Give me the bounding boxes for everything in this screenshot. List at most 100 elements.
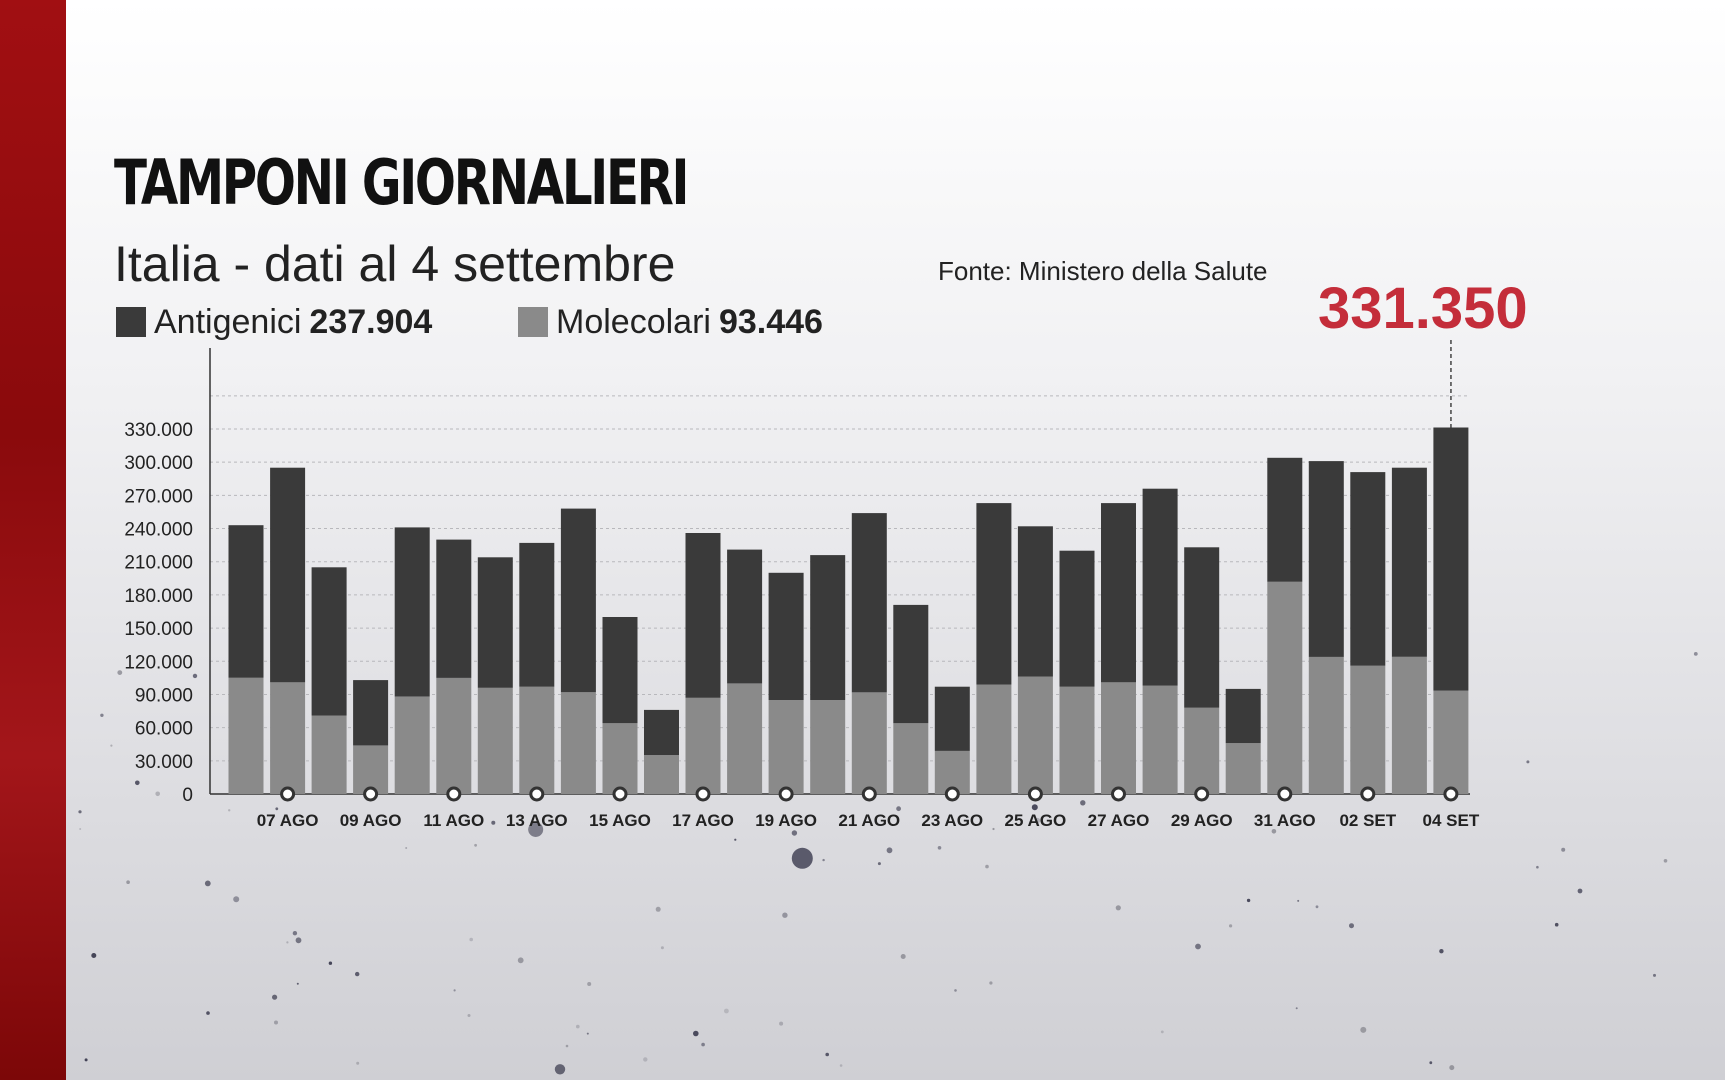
- legend-value-molecolari: 93.446: [718, 302, 823, 341]
- bar-antigenici: [436, 539, 472, 678]
- bar-molecolari: [1433, 690, 1469, 794]
- decor-dot: [1115, 905, 1121, 911]
- decor-dot: [78, 810, 82, 814]
- x-tick-label: 29 AGO: [1171, 811, 1233, 830]
- legend-item-antigenici: Antigenici 237.904: [116, 302, 432, 342]
- bar-molecolari: [1308, 656, 1344, 794]
- decor-dot: [1554, 922, 1559, 927]
- x-tick-label: 15 AGO: [589, 811, 651, 830]
- decor-dot: [779, 1021, 784, 1026]
- decor-dot: [1526, 760, 1530, 764]
- bar-antigenici: [1308, 461, 1344, 657]
- bar-molecolari: [311, 715, 347, 794]
- decor-dot: [292, 931, 298, 936]
- decor-dot: [1663, 859, 1668, 863]
- decor-dot: [117, 670, 123, 675]
- x-tick-label: 17 AGO: [672, 811, 734, 830]
- decor-dot: [1297, 899, 1300, 902]
- bar-antigenici: [768, 572, 804, 700]
- y-tick-label: 30.000: [135, 752, 193, 773]
- decor-dot: [701, 1042, 705, 1047]
- bar-antigenici: [1225, 688, 1261, 744]
- decor-dot: [1449, 1065, 1455, 1071]
- decor-dot: [985, 864, 989, 869]
- decor-dot: [992, 827, 995, 831]
- x-tick-label: 11 AGO: [423, 811, 484, 830]
- decor-dot: [206, 1011, 210, 1015]
- decor-dot: [587, 982, 592, 986]
- bar-antigenici: [1433, 427, 1469, 691]
- decor-dot: [467, 1014, 471, 1017]
- bar-molecolari: [1017, 676, 1053, 794]
- x-tick-marker: [861, 786, 877, 802]
- bar-antigenici: [519, 542, 555, 687]
- bar-molecolari: [1059, 686, 1095, 794]
- decor-dot: [839, 1064, 843, 1067]
- decor-dot: [126, 880, 130, 884]
- bar-molecolari: [602, 723, 638, 794]
- bar-antigenici: [851, 513, 887, 693]
- decor-dot: [655, 906, 661, 912]
- x-tick-label: 31 AGO: [1254, 811, 1316, 830]
- decor-dot: [135, 780, 140, 786]
- bar-molecolari: [228, 677, 264, 794]
- background-dots: [78, 652, 1698, 1075]
- x-tick-marker: [778, 786, 794, 802]
- bar-molecolari: [1391, 656, 1427, 794]
- bar-molecolari: [477, 687, 513, 794]
- y-tick-label: 90.000: [135, 685, 193, 706]
- decor-dot: [1349, 923, 1354, 929]
- legend-value-antigenici: 237.904: [309, 302, 433, 341]
- decor-dot: [1429, 1061, 1433, 1065]
- y-tick-label: 330.000: [124, 420, 193, 441]
- y-tick-label: 180.000: [124, 586, 193, 607]
- decor-dot: [110, 744, 113, 747]
- decor-dot: [100, 713, 104, 717]
- decor-dot: [1246, 898, 1251, 903]
- y-tick-label: 60.000: [135, 719, 193, 740]
- bar-antigenici: [394, 527, 430, 697]
- legend-label-molecolari: Molecolari: [556, 302, 711, 341]
- decor-dot: [1577, 888, 1583, 894]
- x-tick-marker: [446, 786, 462, 802]
- bar-molecolari: [394, 696, 430, 794]
- bar-antigenici: [560, 508, 596, 693]
- bar-molecolari: [685, 697, 721, 794]
- x-tick-marker: [1277, 786, 1293, 802]
- decor-dot: [469, 937, 474, 942]
- decor-dot: [822, 858, 825, 862]
- bar-antigenici: [810, 555, 846, 700]
- bar-molecolari: [851, 692, 887, 794]
- decor-dot: [453, 989, 456, 992]
- highlight-total-value: 331.350: [1318, 276, 1528, 341]
- decor-dot: [1693, 652, 1698, 656]
- decor-dot: [791, 847, 813, 869]
- decor-dot: [286, 941, 289, 944]
- x-tick-marker: [529, 786, 545, 802]
- legend-label-antigenici: Antigenici: [154, 302, 302, 341]
- bar-molecolari: [1142, 685, 1178, 794]
- bar-molecolari: [1184, 707, 1220, 794]
- decor-dot: [1271, 829, 1277, 834]
- legend-swatch-molecolari: [518, 307, 548, 337]
- bar-molecolari: [976, 684, 1012, 794]
- decor-dot: [1035, 817, 1041, 824]
- tick-labels: 0 30.000 60.000 90.000 120.000 150.000 180.000…: [124, 420, 1480, 830]
- decor-dot: [643, 1057, 648, 1062]
- decor-dot: [586, 1032, 589, 1035]
- bar-antigenici: [1184, 547, 1220, 708]
- decor-dot: [79, 828, 82, 830]
- y-tick-label: 300.000: [124, 453, 193, 474]
- bar-antigenici: [1142, 488, 1178, 686]
- decor-dot: [233, 896, 240, 903]
- x-tick-label: 25 AGO: [1005, 811, 1067, 830]
- bar-molecolari: [1101, 682, 1136, 794]
- bar-antigenici: [1101, 503, 1136, 683]
- bar-antigenici: [934, 686, 970, 751]
- chart-title: TAMPONI GIORNALIERI: [114, 146, 690, 219]
- decor-dot: [576, 1024, 580, 1029]
- legend-item-molecolari: Molecolari 93.446: [518, 302, 823, 342]
- decor-dot: [204, 880, 211, 887]
- decor-dot: [192, 673, 198, 679]
- decor-dot: [1080, 800, 1086, 806]
